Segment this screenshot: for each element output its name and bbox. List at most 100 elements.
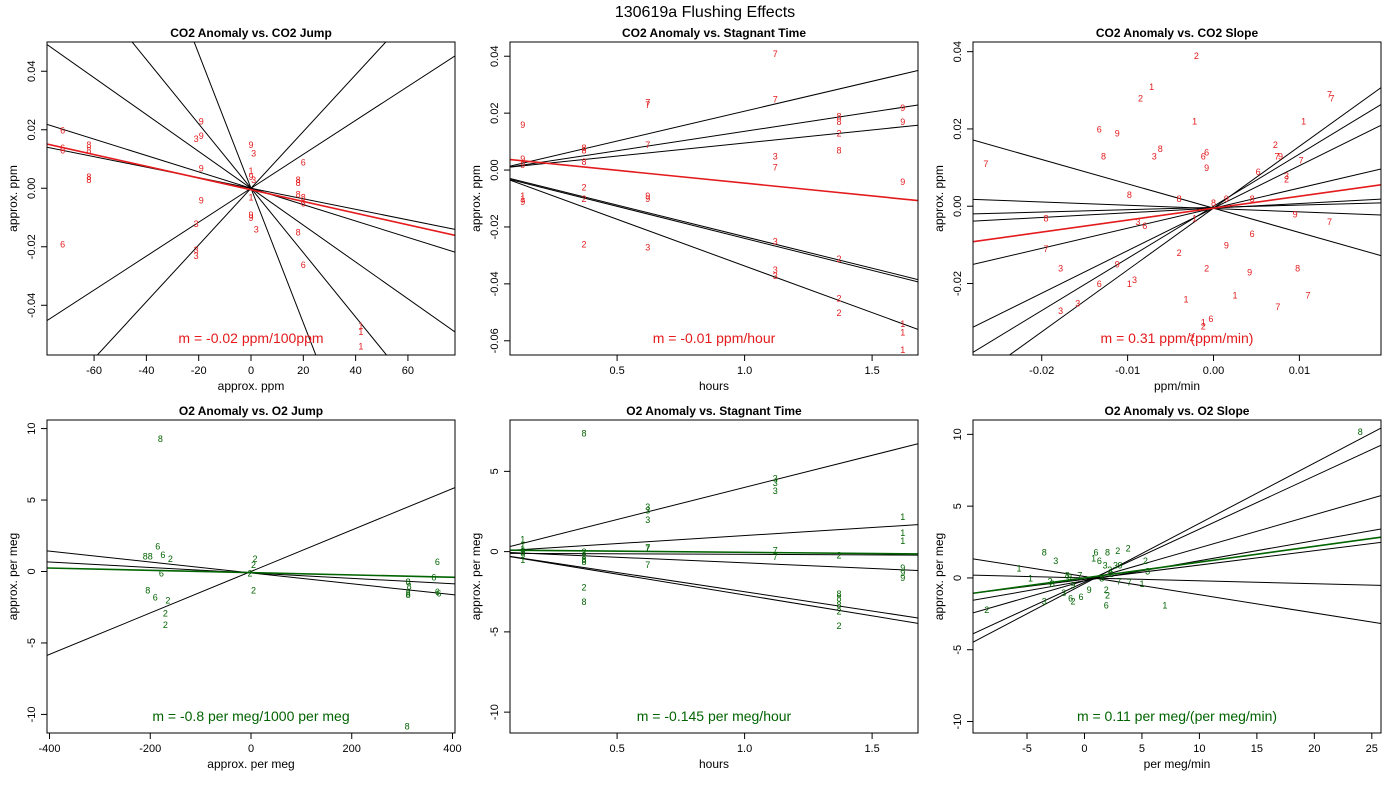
fit-lines xyxy=(973,427,1381,643)
fit-line xyxy=(973,541,1381,594)
data-point-label: 9 xyxy=(199,195,204,205)
data-point-label: 7 xyxy=(1116,576,1121,586)
data-point-label: 7 xyxy=(645,140,650,150)
data-point-label: 3 xyxy=(645,505,650,515)
panel-title: CO2 Anomaly vs. Stagnant Time xyxy=(622,26,806,40)
slope-annotation: m = 0.31 ppm/(ppm/min) xyxy=(1101,330,1254,346)
x-axis-label: approx. ppm xyxy=(218,379,285,393)
data-point-label: 1 xyxy=(520,544,525,554)
x-tick-label: 40 xyxy=(349,365,361,377)
x-axis-label: ppm/min xyxy=(1154,379,1200,393)
fit-line xyxy=(47,487,455,656)
data-point-label: 8 xyxy=(836,600,841,610)
y-tick-label: -0.04 xyxy=(489,271,501,296)
y-tick-label: -5 xyxy=(26,638,38,648)
data-point-label: 8 xyxy=(1127,190,1132,200)
fit-lines xyxy=(47,487,455,656)
data-point-label: 2 xyxy=(253,554,258,564)
data-point-label: 6 xyxy=(153,593,158,603)
data-point-label: 1 xyxy=(900,512,905,522)
data-point-label: 8 xyxy=(86,140,91,150)
data-point-label: 6 xyxy=(431,573,436,583)
x-tick-label: 0 xyxy=(248,743,254,755)
data-point-label: 2 xyxy=(1284,175,1289,185)
data-point-label: 3 xyxy=(773,473,778,483)
data-point-label: 8 xyxy=(1042,548,1047,558)
data-point-label: 1 xyxy=(520,191,525,201)
data-point-label: 9 xyxy=(1204,163,1209,173)
data-point-label: 6 xyxy=(159,568,164,578)
y-tick-label: -0.06 xyxy=(489,328,501,353)
data-point-label: 8 xyxy=(1065,571,1070,581)
y-tick-label: 0.00 xyxy=(952,196,964,217)
data-point-label: 1 xyxy=(1301,117,1306,127)
data-point-label: 1 xyxy=(520,555,525,565)
data-point-label: 1 xyxy=(1192,117,1197,127)
fit-line xyxy=(973,198,1381,216)
fit-line xyxy=(973,202,1381,215)
data-point-label: 1 xyxy=(1232,291,1237,301)
data-point-label: 7 xyxy=(1305,291,1310,301)
fit-line xyxy=(510,552,918,571)
data-point-label: 2 xyxy=(1105,591,1110,601)
data-point-label: 2 xyxy=(168,554,173,564)
data-point-label: 2 xyxy=(1177,248,1182,258)
y-tick-label: -0.02 xyxy=(26,234,38,259)
data-point-label: 3 xyxy=(645,242,650,252)
x-tick-label: -20 xyxy=(191,365,207,377)
fit-line xyxy=(96,42,387,355)
y-axis-label: approx. ppm xyxy=(6,165,20,232)
data-point-label: 6 xyxy=(436,588,441,598)
x-tick-label: -0.01 xyxy=(1115,365,1140,377)
data-point-label: 3 xyxy=(773,151,778,161)
plot-frame xyxy=(509,41,919,356)
data-point-label: 9 xyxy=(199,163,204,173)
data-point-label: 8 xyxy=(1105,548,1110,558)
fit-line xyxy=(510,178,918,283)
data-point-label: 6 xyxy=(1250,229,1255,239)
data-point-label: 7 xyxy=(1044,244,1049,254)
data-point-label: 2 xyxy=(1108,569,1113,579)
data-point-label: 3 xyxy=(1058,306,1063,316)
data-point-label: 6 xyxy=(160,550,165,560)
data-point-label: 2 xyxy=(836,550,841,560)
data-point-label: 1 xyxy=(900,328,905,338)
panels: CO2 Anomaly vs. CO2 Jump6666888899399333… xyxy=(6,26,1382,771)
data-point-label: 8 xyxy=(296,190,301,200)
data-point-label: 3 xyxy=(1152,151,1157,161)
data-point-label: 2 xyxy=(836,308,841,318)
data-point-label: 6 xyxy=(1201,151,1206,161)
data-point-label: 9 xyxy=(1224,240,1229,250)
data-point-label: 3 xyxy=(1042,596,1047,606)
data-point-label: 8 xyxy=(406,588,411,598)
data-point-label: 8 xyxy=(836,146,841,156)
data-point-label: 8 xyxy=(405,721,410,731)
data-point-label: 3 xyxy=(1113,561,1118,571)
data-point-label: 6 xyxy=(1097,124,1102,134)
data-point-label: 6 xyxy=(435,557,440,567)
y-tick-label: -0.02 xyxy=(952,271,964,296)
x-tick-label: 25 xyxy=(1366,743,1378,755)
y-axis-label: approx. per meg xyxy=(469,533,483,620)
data-point-label: 3 xyxy=(773,271,778,281)
y-tick-label: 0.02 xyxy=(489,102,501,123)
data-point-label: 8 xyxy=(1211,198,1216,208)
x-tick-label: -200 xyxy=(139,743,161,755)
x-tick-label: 20 xyxy=(297,365,309,377)
data-point-label: 6 xyxy=(1208,314,1213,324)
data-point-label: 3 xyxy=(1135,217,1140,227)
fit-line xyxy=(510,549,918,555)
data-point-label: 6 xyxy=(435,587,440,597)
data-point-label: 9 xyxy=(1070,581,1075,591)
data-point-label: 6 xyxy=(1142,221,1147,231)
data-point-label: 8 xyxy=(407,581,412,591)
x-tick-label: 15 xyxy=(1251,743,1263,755)
data-point-label: 7 xyxy=(773,552,778,562)
data-point-label: 9 xyxy=(900,177,905,187)
data-point-label: 9 xyxy=(199,131,204,141)
data-point-label: 9 xyxy=(520,550,525,560)
y-tick-label: -0.04 xyxy=(26,293,38,318)
fit-lines xyxy=(510,70,918,330)
